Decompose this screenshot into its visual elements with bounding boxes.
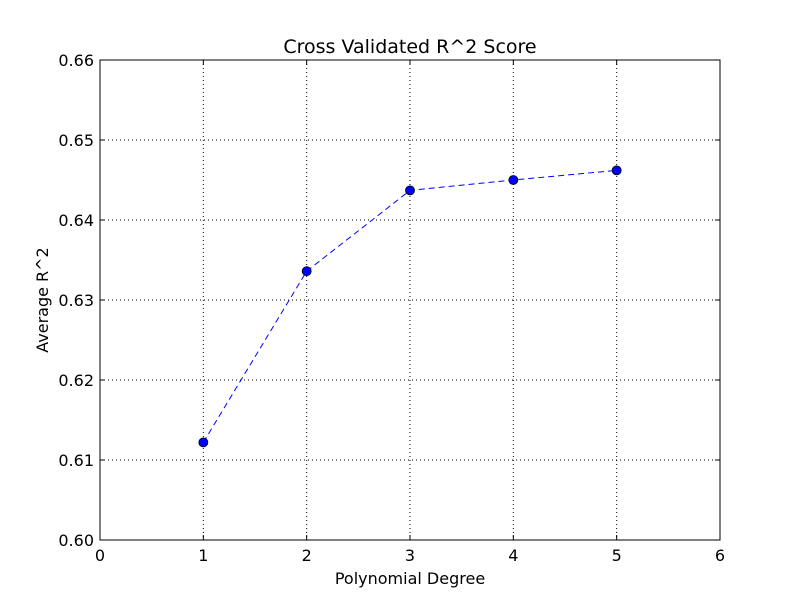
x-axis-label: Polynomial Degree	[335, 569, 485, 588]
x-tick-label: 2	[302, 546, 312, 565]
grid-lines	[100, 60, 720, 540]
data-point-marker	[198, 437, 209, 448]
series-layer	[198, 165, 622, 448]
x-tick-label: 1	[198, 546, 208, 565]
x-tick-label: 5	[612, 546, 622, 565]
y-tick-label: 0.64	[58, 211, 94, 230]
x-tick-label: 4	[508, 546, 518, 565]
data-point-marker	[611, 165, 622, 176]
y-tick-label: 0.65	[58, 131, 94, 150]
data-point-marker	[508, 175, 519, 185]
y-tick-label: 0.62	[58, 371, 94, 390]
x-tick-label: 3	[405, 546, 415, 565]
y-axis-label: Average R^2	[33, 247, 52, 353]
x-tick-label: 6	[715, 546, 725, 565]
y-tick-label: 0.63	[58, 291, 94, 310]
y-tick-label: 0.61	[58, 451, 94, 470]
y-tick-label: 0.66	[58, 51, 94, 70]
x-tick-labels: 0 1 2 3 4 5 6	[95, 546, 725, 565]
x-tick-label: 0	[95, 546, 105, 565]
y-tick-labels: 0.60 0.61 0.62 0.63 0.64 0.65 0.66	[58, 51, 94, 550]
tick-marks	[99, 59, 721, 541]
data-point-marker	[405, 185, 415, 196]
data-point-marker	[301, 266, 312, 277]
chart-title: Cross Validated R^2 Score	[283, 36, 536, 58]
y-tick-label: 0.60	[58, 531, 94, 550]
